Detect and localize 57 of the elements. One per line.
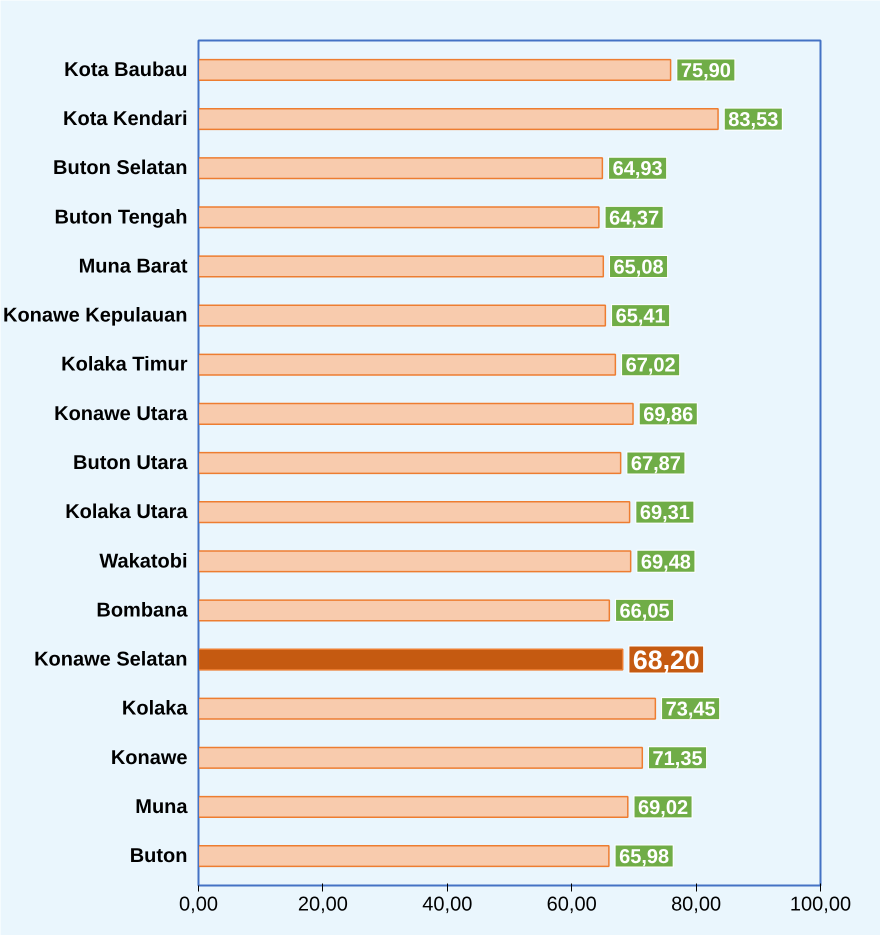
y-tick-label: Konawe [110, 746, 188, 769]
bar [198, 501, 630, 524]
data-label: 75,90 [680, 60, 731, 82]
y-tick-label: Bombana [96, 599, 188, 622]
y-tick-label: Kolaka Timur [61, 354, 188, 376]
y-tick-label: Kota Kendari [63, 108, 188, 130]
data-label: 71,35 [652, 748, 703, 770]
bar [198, 550, 632, 572]
data-label: 68,20 [632, 645, 700, 676]
x-tick-label: 100,00 [790, 894, 852, 916]
bar [198, 648, 624, 671]
bar [198, 354, 616, 376]
y-tick-label: Wakatobi [99, 550, 188, 572]
bar [198, 58, 672, 82]
data-label: 69,02 [638, 796, 688, 819]
data-label: 64,93 [612, 158, 663, 180]
y-tick-label: Kota Baubau [64, 58, 188, 81]
bar [198, 746, 644, 769]
y-tick-label: Kolaka [122, 698, 188, 720]
data-label: 69,31 [640, 502, 690, 524]
y-tick-label: Konawe Selatan [34, 648, 188, 671]
bar [198, 108, 719, 130]
y-tick-label: Kolaka Utara [65, 501, 188, 524]
data-label: 83,53 [728, 109, 778, 132]
bar [198, 844, 610, 868]
bar [198, 599, 610, 622]
data-label: 66,05 [620, 600, 670, 622]
data-label: 67,87 [630, 453, 681, 475]
x-tick-label: 40,00 [422, 894, 472, 916]
x-tick-label: 20,00 [298, 894, 348, 916]
bar [198, 698, 656, 720]
y-tick-label: Konawe Kepulauan [3, 304, 188, 327]
bar [198, 304, 606, 327]
y-tick-label: Muna [135, 796, 188, 818]
data-label: 73,45 [666, 698, 716, 721]
y-tick-label: Konawe Utara [54, 402, 188, 425]
x-tick-label: 0,00 [179, 894, 218, 916]
y-tick-label: Buton Selatan [53, 157, 188, 180]
bar [198, 796, 629, 818]
y-tick-label: Buton Tengah [54, 206, 188, 228]
data-label: 65,41 [616, 306, 666, 328]
bar [198, 402, 634, 425]
data-label: 69,48 [640, 551, 691, 574]
data-label: 69,86 [643, 404, 694, 426]
x-tick-label: 80,00 [671, 894, 722, 916]
data-label: 67,02 [626, 354, 676, 377]
data-label: 65,98 [619, 846, 670, 868]
y-tick-label: Muna Barat [78, 255, 188, 278]
bar [198, 157, 604, 180]
y-tick-label: Buton Utara [73, 452, 188, 474]
bar [198, 452, 622, 474]
data-label: 64,37 [609, 207, 660, 230]
data-label: 65,08 [614, 256, 664, 278]
bar [198, 255, 604, 278]
x-tick-label: 60,00 [546, 894, 597, 916]
y-tick-label: Buton [130, 845, 188, 868]
bar [198, 206, 600, 228]
